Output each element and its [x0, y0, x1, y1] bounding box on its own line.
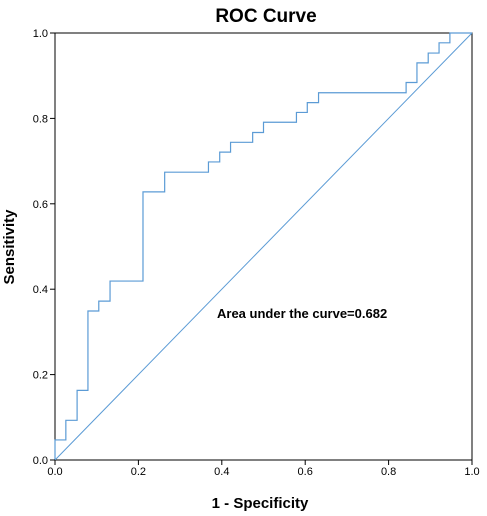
x-tick-label: 0.4 [214, 466, 229, 478]
x-tick-label: 0.6 [298, 466, 313, 478]
reference-line [54, 32, 473, 461]
x-tick-label: 0.0 [47, 466, 62, 478]
plot-area [54, 32, 473, 461]
x-axis-label: 1 - Specificity [212, 495, 309, 512]
y-tick-label: 0.4 [33, 284, 48, 296]
y-tick-label: 0.0 [33, 455, 48, 467]
chart-title: ROC Curve [215, 6, 316, 27]
auc-annotation: Area under the curve=0.682 [217, 306, 387, 321]
y-tick-label: 0.2 [33, 370, 48, 382]
x-tick-label: 0.8 [381, 466, 396, 478]
x-tick-label: 0.2 [131, 466, 146, 478]
y-axis-label: Sensitivity [1, 209, 18, 285]
roc-curve-line [54, 32, 472, 460]
x-tick-label: 1.0 [464, 466, 479, 478]
y-tick-label: 1.0 [33, 28, 48, 40]
y-tick-label: 0.6 [33, 199, 48, 211]
y-tick-label: 0.8 [33, 113, 48, 125]
